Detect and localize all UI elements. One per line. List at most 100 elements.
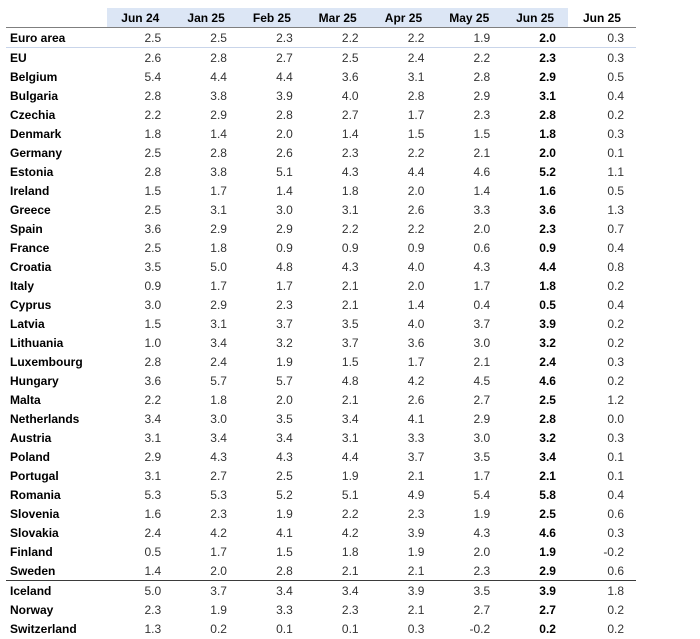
value-cell: 2.5	[276, 468, 293, 483]
value-cell: 1.2	[607, 392, 624, 407]
row-label: Sweden	[10, 563, 56, 578]
value-cell: 0.7	[607, 221, 624, 236]
table-row: Luxembourg 2.8 2.4 1.9 1.5 1.7 2.1 2.4 0.3	[6, 352, 636, 371]
value-cell-highlight: 4.4	[539, 259, 556, 274]
value-cell: 4.8	[276, 259, 293, 274]
value-cell: 4.3	[210, 449, 227, 464]
value-cell: 1.8	[567, 580, 636, 600]
row-label: Luxembourg	[10, 354, 83, 369]
value-cell: -0.2	[603, 544, 624, 559]
value-cell: 3.2	[276, 335, 293, 350]
value-cell: 0.3	[607, 354, 624, 369]
value-cell: 2.1	[407, 468, 425, 483]
value-cell: 1.8	[341, 183, 359, 198]
value-cell: 0.2	[607, 602, 624, 617]
value-cell: 2.0	[473, 221, 491, 236]
value-cell: 2.8	[473, 69, 491, 84]
value-cell: 2.5	[341, 50, 359, 65]
value-cell: 2.0	[473, 544, 491, 559]
value-cell: 3.0	[276, 202, 293, 217]
value-cell: 3.4	[144, 411, 162, 426]
table-row: Slovakia 2.4 4.2 4.1 4.2 3.9 4.3 4.6 0.3	[6, 523, 636, 542]
table-row: Cyprus 3.0 2.9 2.3 2.1 1.4 0.4 0.5 0.4	[6, 295, 636, 314]
value-cell: 0.3	[607, 50, 624, 65]
value-cell: 2.9	[210, 297, 227, 312]
inflation-table: Jun 24 Jan 25 Feb 25 Mar 25 Apr 25 May 2…	[6, 8, 636, 638]
value-cell: 2.1	[341, 278, 359, 293]
value-cell: 0.6	[473, 240, 491, 255]
value-cell: 5.1	[341, 487, 359, 502]
value-cell: 3.1	[210, 202, 227, 217]
value-cell: 1.7	[407, 354, 425, 369]
value-cell: 3.5	[276, 411, 293, 426]
value-cell: 1.4	[341, 126, 359, 141]
value-cell: 4.4	[341, 449, 359, 464]
value-cell: 1.4	[473, 183, 491, 198]
value-cell: 2.5	[173, 27, 239, 48]
table-row: Switzerland 1.3 0.2 0.1 0.1 0.3 -0.2 0.2 0.2	[6, 619, 636, 638]
value-cell: 2.6	[276, 145, 293, 160]
value-cell: 2.2	[304, 27, 371, 48]
value-cell: 4.3	[276, 449, 293, 464]
value-cell: 5.3	[210, 487, 227, 502]
table-row: Hungary 3.6 5.7 5.7 4.8 4.2 4.5 4.6 0.2	[6, 371, 636, 390]
value-cell: 4.4	[210, 69, 227, 84]
value-cell-highlight: 2.3	[539, 221, 556, 236]
value-cell: 2.2	[473, 50, 491, 65]
value-cell: 0.4	[607, 297, 624, 312]
value-cell: 5.0	[210, 259, 227, 274]
value-cell: 3.1	[341, 430, 359, 445]
value-cell: 1.3	[607, 202, 624, 217]
value-cell: 3.7	[276, 316, 293, 331]
header-jun25: Jun 25	[502, 8, 568, 28]
table-row: Malta 2.2 1.8 2.0 2.1 2.6 2.7 2.5 1.2	[6, 390, 636, 409]
value-cell: 3.5	[473, 449, 491, 464]
value-cell: 4.3	[473, 259, 491, 274]
row-label: Belgium	[10, 69, 58, 84]
table-row: Finland 0.5 1.7 1.5 1.8 1.9 2.0 1.9 -0.2	[6, 542, 636, 561]
value-cell-highlight: 2.9	[539, 69, 556, 84]
value-cell: 0.6	[607, 506, 624, 521]
value-cell-highlight: 2.4	[539, 354, 556, 369]
row-label: Lithuania	[10, 335, 64, 350]
value-cell: 2.9	[276, 221, 293, 236]
header-label	[6, 8, 108, 28]
row-label: France	[10, 240, 50, 255]
value-cell-highlight: 2.8	[539, 411, 556, 426]
header-jan25: Jan 25	[173, 8, 239, 28]
row-label: Austria	[10, 430, 52, 445]
table-row: Ireland 1.5 1.7 1.4 1.8 2.0 1.4 1.6 0.5	[6, 181, 636, 200]
value-cell: 4.4	[276, 69, 293, 84]
value-cell: 5.4	[144, 69, 162, 84]
value-cell-highlight: 5.8	[539, 487, 556, 502]
row-label: Switzerland	[10, 621, 77, 636]
value-cell-highlight: 2.5	[539, 392, 556, 407]
value-cell: 0.1	[341, 621, 359, 636]
value-cell: 2.6	[144, 50, 162, 65]
value-cell: 2.0	[276, 126, 293, 141]
value-cell: 2.8	[144, 164, 162, 179]
value-cell: 1.3	[144, 621, 162, 636]
value-cell: 3.3	[407, 430, 425, 445]
value-cell-highlight: 1.8	[539, 278, 556, 293]
value-cell-highlight: 4.6	[539, 373, 556, 388]
value-cell: 0.4	[607, 88, 624, 103]
table-row: Bulgaria 2.8 3.8 3.9 4.0 2.8 2.9 3.1 0.4	[6, 86, 636, 105]
value-cell: 2.5	[107, 27, 174, 48]
value-cell-highlight: 1.8	[539, 126, 556, 141]
table-row: France 2.5 1.8 0.9 0.9 0.9 0.6 0.9 0.4	[6, 238, 636, 257]
table-row: Romania 5.3 5.3 5.2 5.1 4.9 5.4 5.8 0.4	[6, 485, 636, 504]
value-cell: 3.1	[144, 468, 162, 483]
value-cell: 3.4	[341, 411, 359, 426]
value-cell: 0.3	[407, 621, 425, 636]
row-label: Netherlands	[10, 411, 80, 426]
value-cell: 1.5	[144, 316, 162, 331]
value-cell: 0.9	[407, 240, 425, 255]
value-cell: 2.7	[341, 107, 359, 122]
value-cell: 3.9	[407, 525, 425, 540]
value-cell: 2.1	[407, 563, 425, 578]
value-cell: 2.0	[407, 278, 425, 293]
value-cell: 2.1	[473, 145, 491, 160]
value-cell: 3.1	[210, 316, 227, 331]
value-cell: 0.1	[276, 621, 293, 636]
